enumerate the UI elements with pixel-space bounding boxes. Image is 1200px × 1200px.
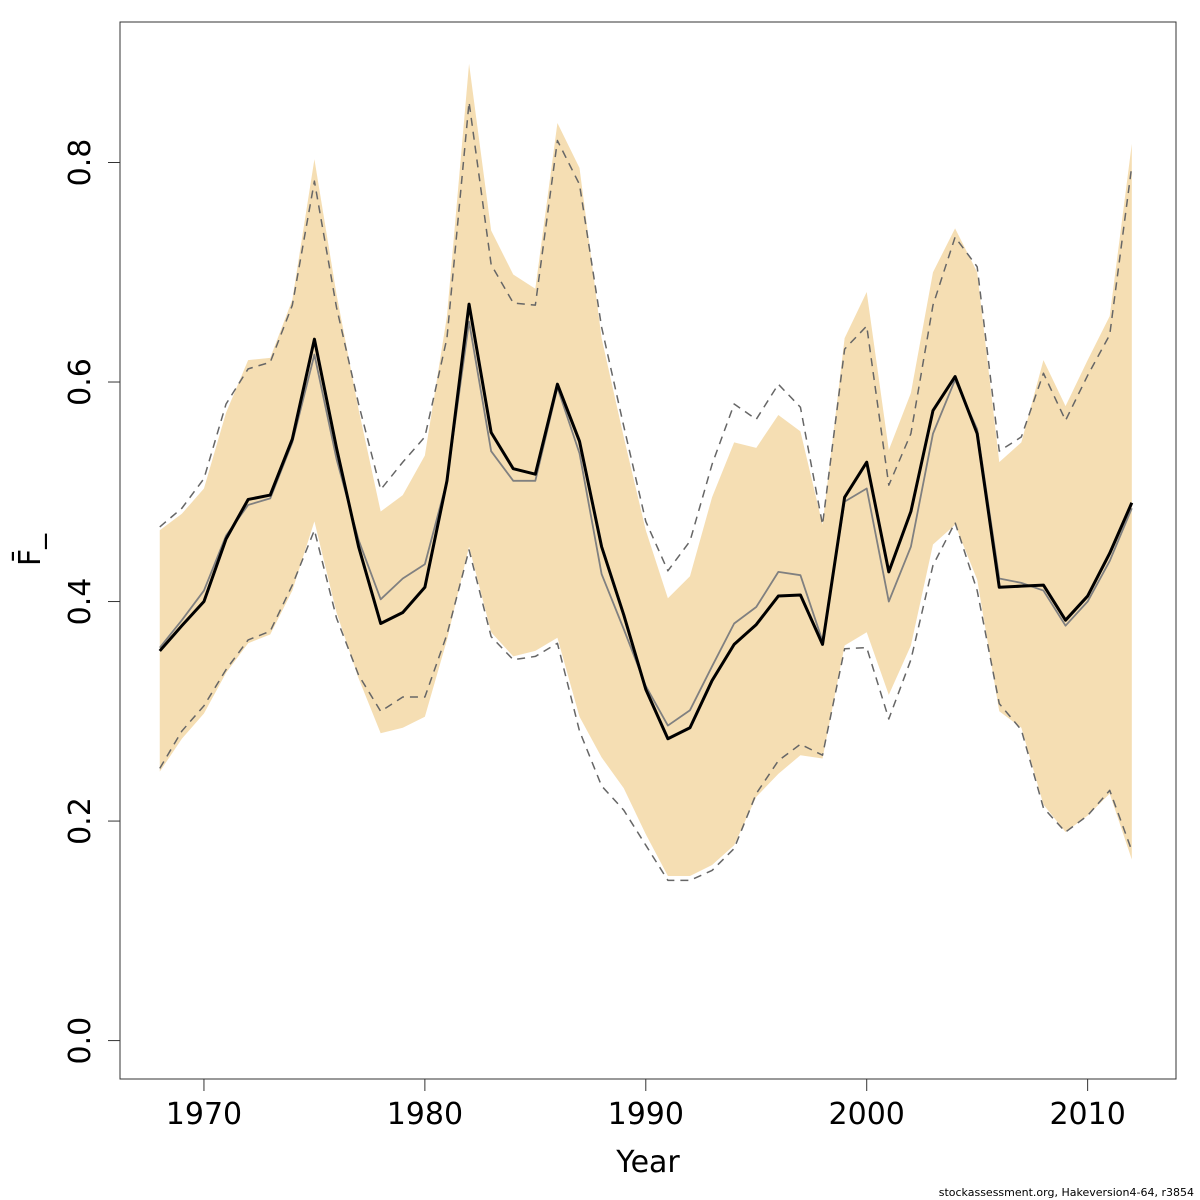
y-tick-label: 0.0 <box>63 1017 98 1065</box>
confidence-band <box>159 63 1132 876</box>
x-tick-label: 1980 <box>387 1097 463 1132</box>
y-tick-label: 0.4 <box>63 578 98 626</box>
y-tick-label: 0.8 <box>63 139 98 187</box>
x-tick-label: 1990 <box>608 1097 684 1132</box>
x-axis-label: Year <box>615 1145 680 1180</box>
y-tick-label: 0.2 <box>63 797 98 845</box>
line-series <box>159 521 1133 882</box>
x-tick-label: 2010 <box>1049 1097 1125 1132</box>
footnote: stockassessment.org, Hakeversion4-64, r3… <box>939 1186 1194 1199</box>
y-axis-label: F̄_ <box>12 533 48 566</box>
x-tick-label: 1970 <box>166 1097 242 1132</box>
line-series <box>159 101 1133 572</box>
y-tick-label: 0.6 <box>63 358 98 406</box>
x-tick-label: 2000 <box>829 1097 905 1132</box>
line-series <box>158 302 1134 741</box>
